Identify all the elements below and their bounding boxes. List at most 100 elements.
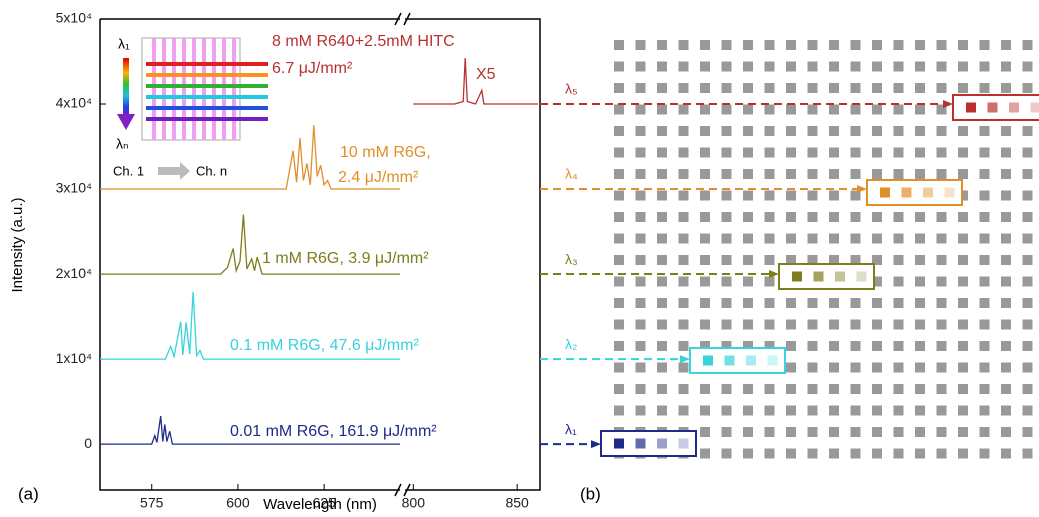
pixel bbox=[894, 62, 904, 72]
pixel bbox=[786, 384, 796, 394]
pixel bbox=[786, 62, 796, 72]
pixel bbox=[614, 320, 624, 330]
y-axis-label: Intensity (a.u.) bbox=[9, 197, 26, 292]
pixel bbox=[722, 427, 732, 437]
pixel bbox=[765, 255, 775, 265]
pixel bbox=[786, 406, 796, 416]
pixel bbox=[829, 234, 839, 244]
pixel bbox=[1001, 320, 1011, 330]
pixel bbox=[636, 148, 646, 158]
pixel bbox=[722, 320, 732, 330]
pixel bbox=[937, 384, 947, 394]
pixel bbox=[636, 384, 646, 394]
pixel bbox=[700, 148, 710, 158]
pixel bbox=[786, 126, 796, 136]
inset-row bbox=[146, 106, 268, 110]
pixel bbox=[679, 384, 689, 394]
pixel bbox=[958, 277, 968, 287]
pixel bbox=[636, 212, 646, 222]
pixel bbox=[636, 320, 646, 330]
pixel bbox=[872, 384, 882, 394]
pixel bbox=[894, 105, 904, 115]
pixel bbox=[958, 212, 968, 222]
pixel bbox=[700, 427, 710, 437]
pixel bbox=[679, 277, 689, 287]
pixel bbox=[700, 234, 710, 244]
pixel bbox=[722, 255, 732, 265]
pixel bbox=[636, 255, 646, 265]
pixel bbox=[614, 298, 624, 308]
pixel bbox=[657, 320, 667, 330]
pixel bbox=[808, 406, 818, 416]
pixel bbox=[937, 40, 947, 50]
pixel bbox=[1023, 320, 1033, 330]
pixel bbox=[829, 363, 839, 373]
pixel bbox=[872, 363, 882, 373]
pixel bbox=[980, 341, 990, 351]
pixel bbox=[786, 40, 796, 50]
pixel bbox=[657, 298, 667, 308]
pixel bbox=[829, 148, 839, 158]
pixel bbox=[765, 169, 775, 179]
channel-pixel bbox=[945, 188, 955, 198]
inset-column bbox=[172, 38, 176, 140]
inset-row bbox=[146, 73, 268, 77]
pixel bbox=[765, 83, 775, 93]
pixel bbox=[679, 191, 689, 201]
pixel bbox=[851, 449, 861, 459]
pixel bbox=[958, 341, 968, 351]
pixel bbox=[786, 83, 796, 93]
inset-label: Ch. 1 bbox=[113, 163, 144, 178]
pixel bbox=[851, 126, 861, 136]
pixel bbox=[786, 298, 796, 308]
pixel bbox=[679, 83, 689, 93]
pixel bbox=[1001, 40, 1011, 50]
pixel bbox=[679, 62, 689, 72]
pixel bbox=[743, 406, 753, 416]
pixel bbox=[808, 449, 818, 459]
pixel bbox=[915, 126, 925, 136]
pixel bbox=[636, 363, 646, 373]
inset-column bbox=[222, 38, 226, 140]
inset-arrow bbox=[158, 162, 190, 180]
pixel bbox=[980, 169, 990, 179]
pixel bbox=[829, 406, 839, 416]
pixel bbox=[872, 40, 882, 50]
wavelength-label: λ₄ bbox=[565, 166, 578, 182]
pixel bbox=[808, 62, 818, 72]
pixel bbox=[851, 406, 861, 416]
pixel bbox=[765, 105, 775, 115]
pixel bbox=[808, 234, 818, 244]
pixel bbox=[851, 105, 861, 115]
pixel bbox=[915, 255, 925, 265]
pixel bbox=[614, 148, 624, 158]
pixel bbox=[1023, 126, 1033, 136]
inset-arrow-head bbox=[117, 114, 135, 130]
link-arrow bbox=[857, 185, 867, 193]
pixel bbox=[1023, 234, 1033, 244]
channel-pixel bbox=[1031, 103, 1039, 113]
pixel bbox=[743, 169, 753, 179]
pixel bbox=[614, 126, 624, 136]
pixel bbox=[700, 384, 710, 394]
pixel bbox=[872, 169, 882, 179]
pixel bbox=[958, 298, 968, 308]
pixel bbox=[980, 234, 990, 244]
pixel bbox=[894, 234, 904, 244]
link-arrow bbox=[680, 355, 690, 363]
pixel bbox=[614, 191, 624, 201]
pixel bbox=[851, 169, 861, 179]
pixel bbox=[657, 341, 667, 351]
inset-column bbox=[202, 38, 206, 140]
pixel bbox=[808, 341, 818, 351]
pixel bbox=[657, 62, 667, 72]
annotation: 2.4 μJ/mm² bbox=[338, 169, 419, 186]
pixel bbox=[915, 384, 925, 394]
inset-label: λ₁ bbox=[118, 36, 130, 52]
channel-pixel bbox=[966, 103, 976, 113]
pixel bbox=[1023, 341, 1033, 351]
pixel bbox=[808, 169, 818, 179]
pixel bbox=[1001, 148, 1011, 158]
pixel bbox=[743, 126, 753, 136]
pixel bbox=[1023, 83, 1033, 93]
